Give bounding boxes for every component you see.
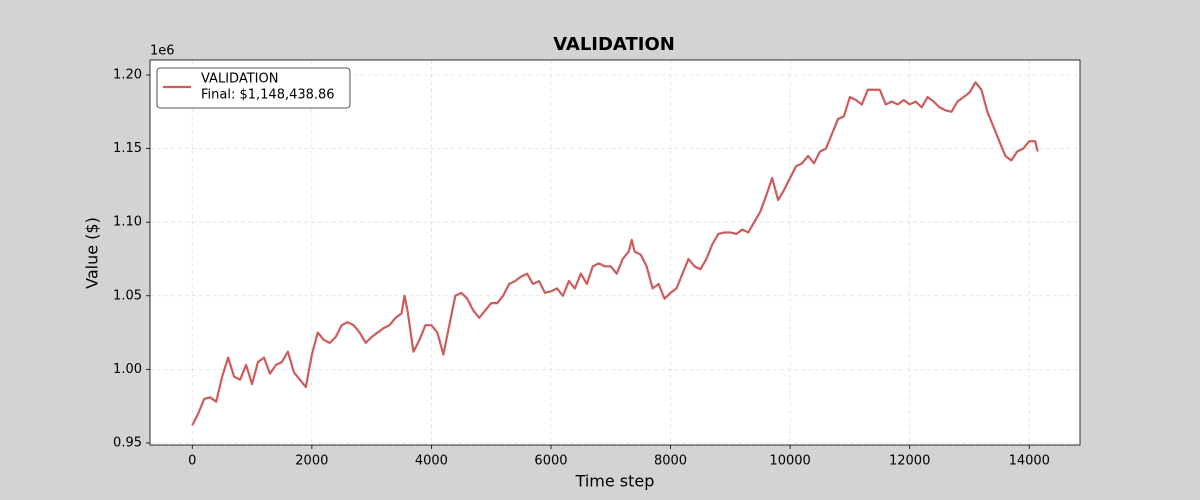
legend-note: Final: $1,148,438.86 (201, 88, 335, 103)
x-tick-label: 4000 (415, 454, 448, 469)
y-tick-label: 1.20 (113, 68, 142, 83)
x-tick-label: 6000 (534, 454, 567, 469)
x-tick-label: 10000 (769, 454, 810, 469)
x-tick-label: 0 (188, 454, 196, 469)
y-tick-label: 0.95 (113, 435, 142, 450)
legend-label: VALIDATION (201, 72, 278, 87)
y-tick-label: 1.15 (113, 141, 142, 156)
x-tick-label: 12000 (889, 454, 930, 469)
legend-box (156, 67, 351, 109)
y-tick-label: 1.00 (113, 362, 142, 377)
y-tick-label: 1.10 (113, 215, 142, 230)
data-line (191, 81, 1039, 426)
x-axis-label: Time step (575, 472, 655, 491)
y-axis-label: Value ($) (83, 217, 102, 289)
y-offset-text: 1e6 (150, 44, 175, 59)
x-tick-label: 14000 (1009, 454, 1050, 469)
chart-title: VALIDATION (553, 34, 675, 55)
x-tick-label: 2000 (295, 454, 328, 469)
plot-area (150, 60, 1080, 445)
y-tick-label: 1.05 (113, 288, 142, 303)
axes-frame (149, 59, 1081, 446)
x-tick-label: 8000 (654, 454, 687, 469)
